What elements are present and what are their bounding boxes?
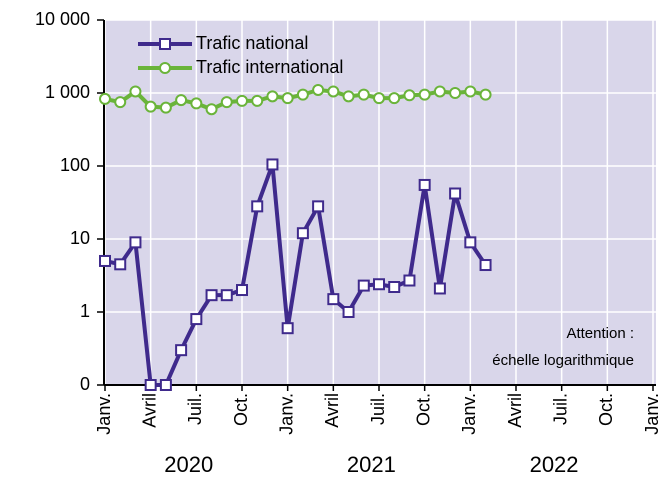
marker <box>190 97 203 110</box>
legend-marker <box>159 62 171 74</box>
marker <box>251 200 264 213</box>
x-tick-label: Oct. <box>413 393 433 426</box>
marker <box>114 96 127 109</box>
legend-marker <box>159 38 171 50</box>
marker <box>327 85 340 98</box>
y-tick-label: 10 000 <box>35 9 90 29</box>
marker <box>433 85 446 98</box>
annotation: Attention : <box>566 325 634 342</box>
marker <box>220 96 233 109</box>
y-tick-label: 1 <box>80 301 90 321</box>
year-label: 2021 <box>347 452 396 477</box>
marker <box>129 236 142 249</box>
marker <box>388 281 401 294</box>
marker <box>236 284 248 297</box>
x-tick-label: Juil. <box>185 393 205 425</box>
marker <box>99 92 111 105</box>
marker <box>296 227 309 240</box>
marker <box>479 259 492 272</box>
marker <box>388 92 401 105</box>
marker <box>175 94 188 107</box>
legend-label: Trafic national <box>196 33 308 53</box>
y-tick-label: 10 <box>70 228 90 248</box>
year-label: 2022 <box>530 452 579 477</box>
marker <box>449 187 462 200</box>
marker <box>357 88 370 101</box>
marker <box>266 158 279 171</box>
marker <box>144 100 157 113</box>
marker <box>205 103 218 116</box>
x-tick-label: Avril <box>322 393 342 428</box>
x-tick-label: Oct. <box>231 393 251 426</box>
marker <box>464 236 477 249</box>
x-tick-label: Avril <box>505 393 525 428</box>
marker <box>114 258 127 271</box>
x-tick-label: Juil. <box>550 393 570 425</box>
marker <box>449 87 462 99</box>
x-tick-label: Avril <box>139 393 159 428</box>
marker <box>144 379 157 391</box>
marker <box>342 90 355 103</box>
marker <box>236 94 248 107</box>
marker <box>464 85 477 98</box>
marker <box>312 83 325 96</box>
marker <box>479 88 492 101</box>
marker <box>373 92 385 105</box>
x-tick-label: Juil. <box>368 393 388 425</box>
marker <box>373 278 385 291</box>
marker <box>433 282 446 295</box>
marker <box>159 101 172 114</box>
marker <box>129 85 142 98</box>
y-tick-label: 1 000 <box>45 82 90 102</box>
marker <box>296 88 309 101</box>
marker <box>403 89 416 102</box>
marker <box>327 293 340 306</box>
x-tick-label: Janv. <box>94 393 114 435</box>
x-tick-label: Janv. <box>642 393 662 435</box>
legend-label: Trafic international <box>196 57 343 77</box>
marker <box>205 289 218 302</box>
marker <box>175 344 188 357</box>
marker <box>266 90 279 103</box>
marker <box>357 279 370 292</box>
year-label: 2020 <box>164 452 213 477</box>
marker <box>159 379 172 391</box>
marker <box>220 289 233 302</box>
x-tick-label: Janv. <box>276 393 296 435</box>
marker <box>403 274 416 287</box>
marker <box>418 88 431 101</box>
marker <box>281 322 294 335</box>
marker <box>190 313 203 326</box>
annotation: échelle logarithmique <box>492 352 634 369</box>
y-tick-label: 0 <box>80 374 90 394</box>
marker <box>99 254 111 267</box>
marker <box>418 178 431 191</box>
x-tick-label: Oct. <box>596 393 616 426</box>
y-tick-label: 100 <box>60 155 90 175</box>
marker <box>312 200 325 213</box>
marker <box>251 94 264 107</box>
marker <box>281 92 294 105</box>
x-tick-label: Janv. <box>459 393 479 435</box>
marker <box>342 306 355 318</box>
